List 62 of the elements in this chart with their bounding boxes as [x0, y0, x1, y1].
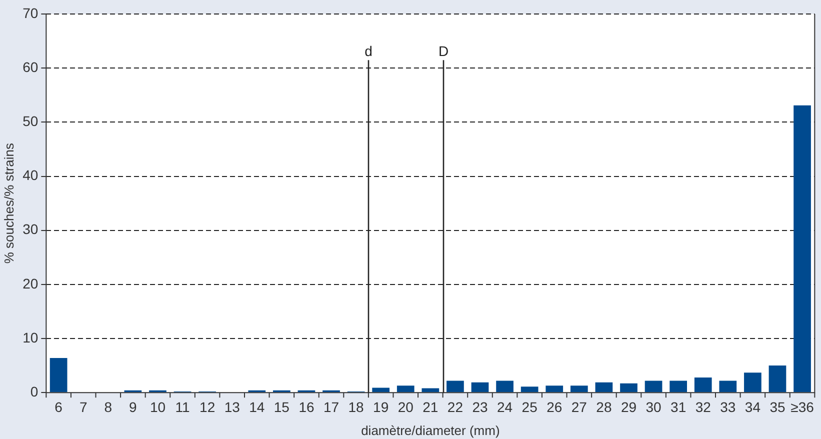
y-axis-title: % souches/% strains — [1, 142, 16, 264]
x-tick-label: 10 — [150, 398, 166, 415]
y-tick-label: 0 — [30, 383, 38, 400]
bar — [520, 386, 538, 392]
bar — [744, 372, 762, 392]
bar — [620, 383, 638, 392]
bar — [471, 382, 489, 392]
x-tick-label: 20 — [398, 398, 414, 415]
x-tick-label: 9 — [129, 398, 138, 415]
x-axis-title: diamètre/diameter (mm) — [361, 422, 500, 438]
x-tick-label: 34 — [744, 398, 761, 415]
bar — [719, 380, 737, 392]
x-tick-label: 8 — [104, 398, 112, 415]
x-tick-label: 23 — [472, 398, 488, 415]
x-tick-label: 25 — [522, 398, 538, 415]
x-tick-label: 32 — [695, 398, 712, 415]
x-tick-label: 14 — [249, 398, 265, 415]
bar — [422, 388, 440, 392]
y-tick-label: 20 — [22, 275, 38, 292]
annotation: d — [364, 42, 372, 59]
x-tick-label: 22 — [447, 398, 464, 415]
bar — [670, 380, 687, 392]
y-tick-label: 60 — [22, 58, 38, 75]
y-tick-label: 40 — [22, 167, 38, 184]
bar — [570, 386, 588, 392]
x-tick-label: 28 — [596, 398, 612, 415]
x-tick-label: 35 — [770, 398, 786, 415]
bar — [372, 388, 390, 392]
x-tick-label: 7 — [79, 398, 88, 415]
y-tick-label: 70 — [22, 4, 38, 21]
annotation: D — [438, 42, 449, 59]
x-tick-label: 16 — [298, 398, 314, 415]
x-tick-label: 12 — [200, 398, 216, 415]
y-tick-label: 30 — [22, 221, 38, 238]
y-tick-label: 10 — [22, 329, 38, 346]
bar — [546, 386, 564, 392]
bar — [644, 380, 662, 392]
x-tick-label: 29 — [620, 398, 637, 415]
bar — [768, 366, 786, 392]
x-tick-label: 13 — [224, 398, 240, 415]
x-tick-label: 33 — [720, 398, 736, 415]
x-tick-label: 24 — [497, 398, 513, 415]
x-tick-label: 31 — [670, 398, 686, 415]
y-tick-label: 50 — [22, 113, 38, 130]
bar — [50, 358, 68, 392]
x-tick-label: 21 — [422, 398, 438, 415]
bar — [794, 105, 811, 392]
x-tick-label: 15 — [274, 398, 290, 415]
bar — [496, 380, 514, 392]
x-tick-label: 30 — [646, 398, 662, 415]
bar — [595, 382, 613, 392]
bar — [694, 377, 712, 392]
x-tick-label: 17 — [323, 398, 340, 415]
x-tick-label: ≥36 — [790, 398, 814, 415]
x-tick-label: 26 — [546, 398, 562, 415]
bar — [396, 386, 414, 392]
x-tick-label: 19 — [373, 398, 389, 415]
x-tick-label: 27 — [571, 398, 588, 415]
x-tick-label: 18 — [348, 398, 364, 415]
x-tick-label: 11 — [175, 398, 190, 415]
x-tick-label: 6 — [54, 398, 63, 415]
bar — [446, 380, 464, 392]
